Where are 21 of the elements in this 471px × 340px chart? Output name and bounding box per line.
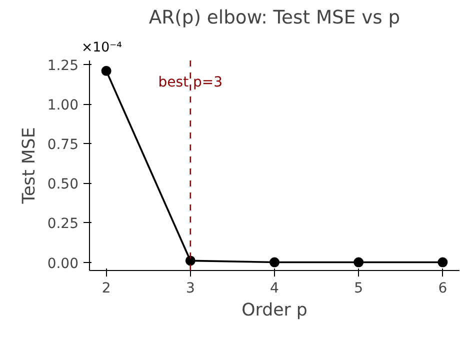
y-tick-label: 1.00 bbox=[47, 98, 78, 114]
point bbox=[185, 256, 196, 266]
y-tick-label: 0.25 bbox=[47, 216, 78, 232]
point bbox=[438, 257, 448, 268]
ref-line-label: best p=3 bbox=[158, 74, 223, 90]
point bbox=[270, 257, 280, 268]
x-tick-label: 2 bbox=[102, 280, 111, 296]
y-tick-label: 0.00 bbox=[47, 256, 78, 272]
x-axis-title: Order p bbox=[242, 300, 308, 320]
x-tick-label: 6 bbox=[438, 280, 448, 296]
text: ×10⁻⁴ bbox=[82, 40, 122, 56]
x-tick-label: 5 bbox=[354, 280, 364, 296]
x-tick-label: 3 bbox=[186, 280, 195, 296]
y-axis-title: Test MSE bbox=[19, 127, 40, 205]
point bbox=[354, 257, 364, 268]
y-tick-label: 1.25 bbox=[47, 58, 78, 74]
y-tick-label: 0.50 bbox=[47, 176, 78, 193]
y-tick-label: 0.75 bbox=[47, 137, 78, 154]
chart-title: AR(p) elbow: Test MSE vs p bbox=[148, 8, 400, 28]
x-tick-label: 4 bbox=[270, 280, 280, 296]
point bbox=[101, 66, 112, 76]
